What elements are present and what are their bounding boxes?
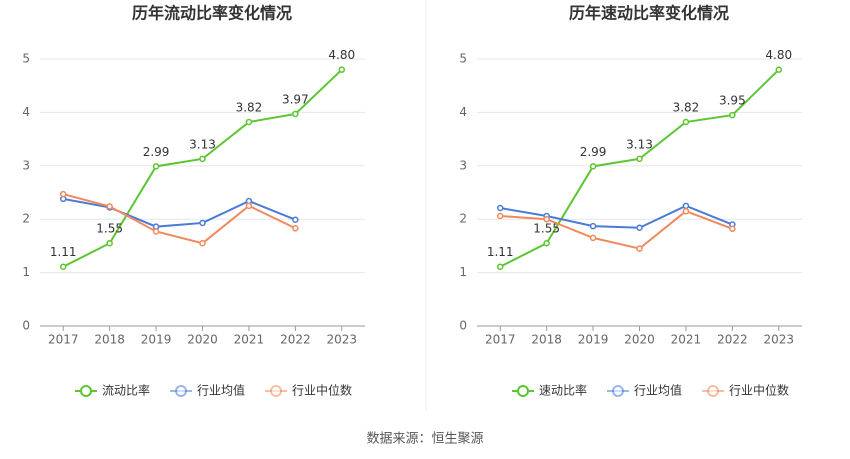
data-label: 3.95 bbox=[719, 94, 746, 108]
x-tick-label: 2019 bbox=[141, 333, 172, 347]
data-label: 1.11 bbox=[487, 245, 514, 259]
point bbox=[636, 224, 643, 231]
x-tick-label: 2021 bbox=[234, 333, 265, 347]
data-label: 4.80 bbox=[328, 48, 355, 62]
point bbox=[682, 118, 690, 126]
point bbox=[245, 118, 253, 126]
legend-marker bbox=[270, 385, 283, 397]
chart-title: 历年速动比率变化情况 bbox=[569, 4, 729, 23]
point bbox=[245, 202, 253, 210]
data-label: 2.99 bbox=[580, 145, 607, 159]
y-tick-label: 2 bbox=[22, 212, 30, 226]
x-tick-label: 2020 bbox=[624, 333, 655, 347]
point bbox=[636, 155, 643, 163]
data-label: 1.55 bbox=[533, 222, 560, 236]
y-tick-label: 3 bbox=[459, 158, 467, 172]
point bbox=[106, 239, 113, 247]
x-tick-label: 2022 bbox=[717, 333, 748, 347]
data-label: 3.97 bbox=[282, 93, 309, 107]
point bbox=[292, 216, 299, 223]
point bbox=[589, 222, 597, 230]
point bbox=[152, 228, 160, 235]
legend-label: 速动比率 bbox=[539, 383, 587, 398]
y-tick-label: 4 bbox=[22, 105, 30, 119]
point bbox=[729, 225, 736, 233]
series-line bbox=[500, 210, 733, 250]
x-tick-label: 2022 bbox=[280, 333, 311, 347]
data-label: 3.13 bbox=[626, 137, 653, 151]
point bbox=[338, 66, 346, 73]
series-line bbox=[63, 197, 296, 228]
y-tick-label: 1 bbox=[22, 265, 30, 279]
data-label: 1.55 bbox=[96, 222, 123, 236]
series-line bbox=[500, 204, 733, 229]
x-tick-label: 2019 bbox=[578, 333, 609, 347]
point bbox=[59, 190, 67, 198]
x-tick-label: 2020 bbox=[187, 333, 218, 347]
point bbox=[589, 163, 597, 170]
data-label: 3.82 bbox=[673, 101, 700, 115]
point bbox=[199, 155, 206, 163]
y-tick-label: 2 bbox=[459, 212, 467, 226]
x-tick-label: 2023 bbox=[327, 333, 358, 347]
x-tick-label: 2018 bbox=[531, 333, 562, 347]
data-label: 2.99 bbox=[143, 145, 170, 159]
data-label: 1.11 bbox=[50, 245, 77, 259]
x-tick-label: 2017 bbox=[485, 333, 516, 347]
data-label: 3.13 bbox=[189, 137, 216, 151]
legend-label: 行业中位数 bbox=[292, 383, 352, 398]
y-tick-label: 4 bbox=[459, 105, 467, 119]
y-tick-label: 1 bbox=[459, 265, 467, 279]
legend-marker bbox=[517, 385, 529, 397]
data-label: 3.82 bbox=[236, 101, 263, 115]
legend-label: 行业均值 bbox=[634, 383, 682, 398]
point bbox=[199, 239, 206, 247]
point bbox=[59, 263, 67, 270]
point bbox=[543, 215, 550, 223]
x-tick-label: 2021 bbox=[671, 333, 702, 347]
legend-label: 行业中位数 bbox=[729, 383, 789, 398]
point bbox=[106, 203, 113, 210]
point bbox=[292, 225, 299, 232]
y-tick-label: 0 bbox=[459, 319, 467, 333]
point bbox=[636, 245, 643, 252]
legend-marker bbox=[175, 385, 188, 397]
legend-marker bbox=[612, 385, 625, 397]
point bbox=[496, 204, 504, 212]
legend-label: 流动比率 bbox=[102, 383, 150, 398]
x-tick-label: 2023 bbox=[764, 333, 795, 347]
legend-marker bbox=[707, 385, 720, 397]
x-tick-label: 2017 bbox=[48, 333, 79, 347]
point bbox=[682, 207, 690, 215]
x-tick-label: 2018 bbox=[94, 333, 125, 347]
point bbox=[496, 263, 504, 270]
legend-label: 行业均值 bbox=[197, 383, 245, 398]
y-tick-label: 0 bbox=[22, 319, 30, 333]
chart-title: 历年流动比率变化情况 bbox=[132, 4, 292, 23]
point bbox=[729, 111, 736, 119]
point bbox=[682, 202, 690, 210]
series-line bbox=[62, 193, 296, 245]
point bbox=[292, 110, 299, 118]
point bbox=[589, 234, 597, 242]
point bbox=[152, 163, 160, 170]
point bbox=[543, 239, 550, 247]
legend-marker bbox=[80, 385, 92, 397]
source-note: 数据来源：恒生聚源 bbox=[366, 432, 483, 447]
point bbox=[775, 66, 783, 73]
point bbox=[496, 212, 504, 220]
y-tick-label: 3 bbox=[22, 158, 30, 172]
point bbox=[199, 219, 206, 227]
y-tick-label: 5 bbox=[459, 52, 467, 66]
y-tick-label: 5 bbox=[22, 52, 30, 66]
data-label: 4.80 bbox=[765, 48, 792, 62]
